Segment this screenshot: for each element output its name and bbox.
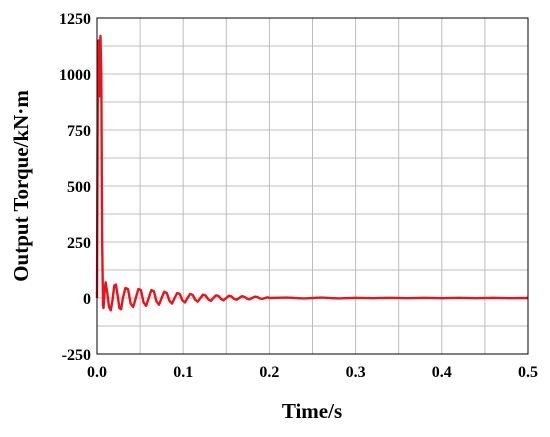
tick-labels: 0.0 0.1 0.2 0.3 0.4 0.5 -250 0 250 500 750 1000 1250 [59,11,538,381]
y-axis-title: Output Torque/kN·m [9,90,33,282]
x-axis-title: Time/s [282,399,342,423]
x-tick-label: 0.1 [173,364,193,381]
x-tick-label: 0.4 [432,364,452,381]
plot-frame [96,17,529,355]
x-tick-label: 0.2 [259,364,279,381]
y-tick-label: 0 [83,291,91,308]
y-tick-label: -250 [62,347,91,364]
y-tick-label: 1000 [59,67,91,84]
series-line [95,34,529,312]
x-tick-label: 0.5 [518,364,538,381]
y-tick-label: 250 [67,235,91,252]
y-tick-label: 1250 [59,11,91,28]
x-tick-label: 0.0 [87,364,107,381]
x-tick-label: 0.3 [346,364,366,381]
y-tick-label: 500 [67,179,91,196]
y-tick-label: 750 [67,123,91,140]
series-layer [95,34,529,312]
